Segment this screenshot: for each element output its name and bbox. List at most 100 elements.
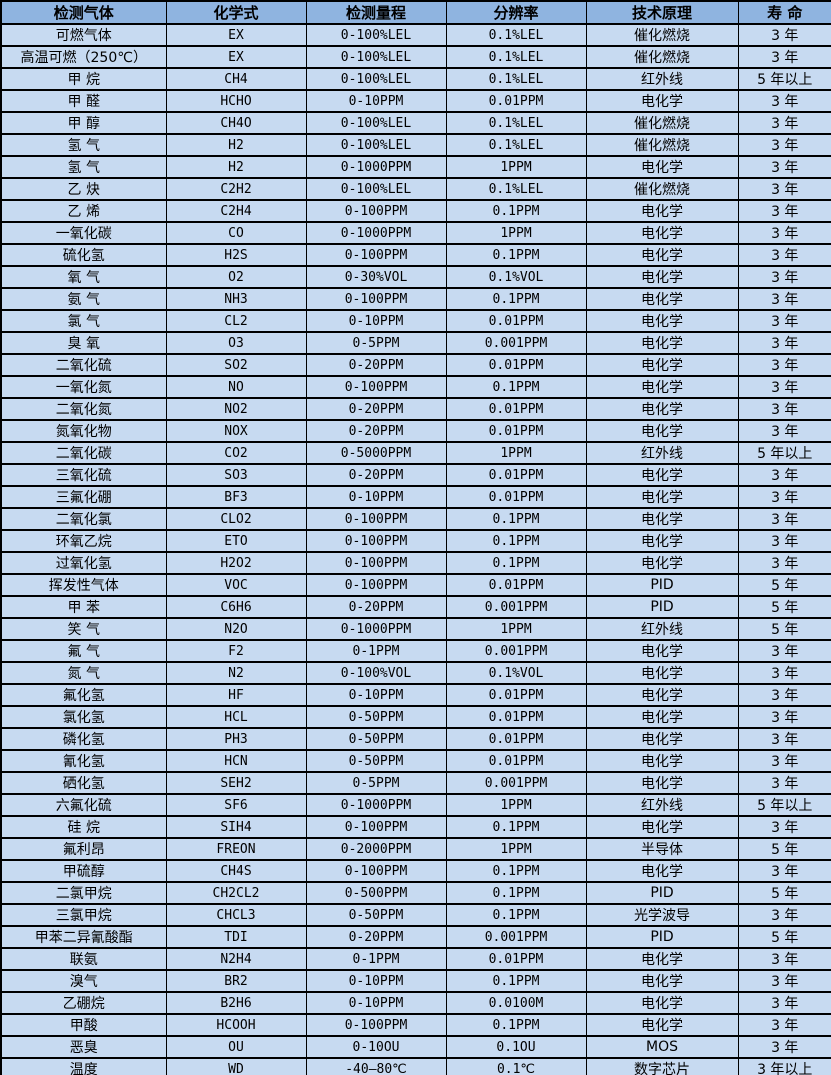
cell-principle: 电化学 <box>585 397 739 421</box>
cell-life: 3 年 <box>737 727 831 751</box>
cell-gas: 硒化氢 <box>0 771 167 795</box>
cell-principle: 电化学 <box>585 309 739 333</box>
cell-life: 3 年 <box>737 111 831 135</box>
cell-principle: 红外线 <box>585 617 739 641</box>
cell-resolution: 0.1PPM <box>445 507 587 531</box>
cell-principle: PID <box>585 881 739 905</box>
column-header-formula: 化学式 <box>165 0 307 25</box>
cell-principle: 电化学 <box>585 419 739 443</box>
cell-formula: N2 <box>165 661 307 685</box>
cell-range: 0-50PPM <box>305 749 447 773</box>
cell-life: 3 年 <box>737 749 831 773</box>
cell-resolution: 0.01PPM <box>445 705 587 729</box>
cell-formula: B2H6 <box>165 991 307 1015</box>
cell-gas: 一氧化碳 <box>0 221 167 245</box>
cell-life: 3 年 <box>737 639 831 663</box>
cell-principle: 催化燃烧 <box>585 177 739 201</box>
cell-principle: 电化学 <box>585 969 739 993</box>
cell-resolution: 0.001PPM <box>445 925 587 949</box>
cell-gas: 甲酸 <box>0 1013 167 1037</box>
cell-formula: H2 <box>165 133 307 157</box>
cell-resolution: 0.1PPM <box>445 815 587 839</box>
table-row: 乙 炔 C2H2 0-100%LEL 0.1%LEL 催化燃烧 3 年 <box>0 177 831 201</box>
cell-life: 3 年 <box>737 991 831 1015</box>
cell-life: 3 年 <box>737 155 831 179</box>
table-row: 温度 WD -40—80℃ 0.1℃ 数字芯片 3 年以上 <box>0 1057 831 1075</box>
cell-life: 3 年 <box>737 199 831 223</box>
cell-gas: 氯 气 <box>0 309 167 333</box>
cell-gas: 挥发性气体 <box>0 573 167 597</box>
cell-principle: 电化学 <box>585 485 739 509</box>
cell-life: 3 年 <box>737 859 831 883</box>
cell-formula: SO2 <box>165 353 307 377</box>
cell-resolution: 1PPM <box>445 441 587 465</box>
cell-principle: 电化学 <box>585 529 739 553</box>
cell-formula: HCL <box>165 705 307 729</box>
cell-life: 3 年 <box>737 1035 831 1059</box>
cell-range: 0-10PPM <box>305 969 447 993</box>
cell-formula: SIH4 <box>165 815 307 839</box>
cell-range: 0-100%LEL <box>305 45 447 69</box>
header-row: 检测气体 化学式 检测量程 分辨率 技术原理 寿 命 <box>0 0 831 25</box>
cell-range: 0-2000PPM <box>305 837 447 861</box>
cell-range: 0-1000PPM <box>305 617 447 641</box>
cell-resolution: 0.01PPM <box>445 353 587 377</box>
cell-principle: 催化燃烧 <box>585 111 739 135</box>
cell-principle: PID <box>585 925 739 949</box>
table-row: 溴气 BR2 0-10PPM 0.1PPM 电化学 3 年 <box>0 969 831 993</box>
cell-range: 0-5PPM <box>305 331 447 355</box>
cell-gas: 可燃气体 <box>0 23 167 47</box>
cell-gas: 甲硫醇 <box>0 859 167 883</box>
cell-formula: EX <box>165 23 307 47</box>
cell-resolution: 0.01PPM <box>445 683 587 707</box>
cell-range: 0-100PPM <box>305 815 447 839</box>
table-row: 二氧化氮 NO2 0-20PPM 0.01PPM 电化学 3 年 <box>0 397 831 421</box>
table-row: 恶臭 OU 0-10OU 0.1OU MOS 3 年 <box>0 1035 831 1059</box>
table-row: 甲苯二异氰酸酯 TDI 0-20PPM 0.001PPM PID 5 年 <box>0 925 831 949</box>
cell-gas: 三氯甲烷 <box>0 903 167 927</box>
cell-principle: 电化学 <box>585 89 739 113</box>
cell-life: 3 年 <box>737 683 831 707</box>
cell-resolution: 0.1%LEL <box>445 67 587 91</box>
cell-principle: 电化学 <box>585 683 739 707</box>
cell-resolution: 0.1OU <box>445 1035 587 1059</box>
cell-formula: NOX <box>165 419 307 443</box>
cell-formula: NO <box>165 375 307 399</box>
cell-principle: 电化学 <box>585 199 739 223</box>
column-header-lifespan: 寿 命 <box>737 0 831 25</box>
cell-principle: 电化学 <box>585 771 739 795</box>
table-row: 甲 醇 CH4O 0-100%LEL 0.1%LEL 催化燃烧 3 年 <box>0 111 831 135</box>
column-header-principle: 技术原理 <box>585 0 739 25</box>
cell-range: 0-100PPM <box>305 287 447 311</box>
table-row: 高温可燃（250℃） EX 0-100%LEL 0.1%LEL 催化燃烧 3 年 <box>0 45 831 69</box>
cell-formula: HCHO <box>165 89 307 113</box>
cell-range: 0-1000PPM <box>305 155 447 179</box>
cell-life: 3 年 <box>737 133 831 157</box>
cell-gas: 乙硼烷 <box>0 991 167 1015</box>
cell-gas: 高温可燃（250℃） <box>0 45 167 69</box>
cell-gas: 甲 苯 <box>0 595 167 619</box>
cell-range: 0-20PPM <box>305 925 447 949</box>
cell-life: 3 年 <box>737 947 831 971</box>
cell-life: 3 年 <box>737 375 831 399</box>
cell-life: 5 年 <box>737 881 831 905</box>
table-row: 挥发性气体 VOC 0-100PPM 0.01PPM PID 5 年 <box>0 573 831 597</box>
cell-formula: CH2CL2 <box>165 881 307 905</box>
cell-principle: 电化学 <box>585 221 739 245</box>
cell-principle: 红外线 <box>585 67 739 91</box>
cell-formula: PH3 <box>165 727 307 751</box>
cell-range: 0-20PPM <box>305 353 447 377</box>
table-row: 氢 气 H2 0-100%LEL 0.1%LEL 催化燃烧 3 年 <box>0 133 831 157</box>
cell-principle: 电化学 <box>585 991 739 1015</box>
cell-resolution: 0.01PPM <box>445 947 587 971</box>
cell-gas: 溴气 <box>0 969 167 993</box>
table-row: 臭 氧 O3 0-5PPM 0.001PPM 电化学 3 年 <box>0 331 831 355</box>
cell-principle: 电化学 <box>585 287 739 311</box>
table-row: 硅 烷 SIH4 0-100PPM 0.1PPM 电化学 3 年 <box>0 815 831 839</box>
cell-life: 3 年 <box>737 419 831 443</box>
cell-life: 3 年 <box>737 243 831 267</box>
cell-life: 3 年 <box>737 529 831 553</box>
cell-life: 3 年 <box>737 397 831 421</box>
cell-life: 3 年 <box>737 309 831 333</box>
cell-formula: SO3 <box>165 463 307 487</box>
